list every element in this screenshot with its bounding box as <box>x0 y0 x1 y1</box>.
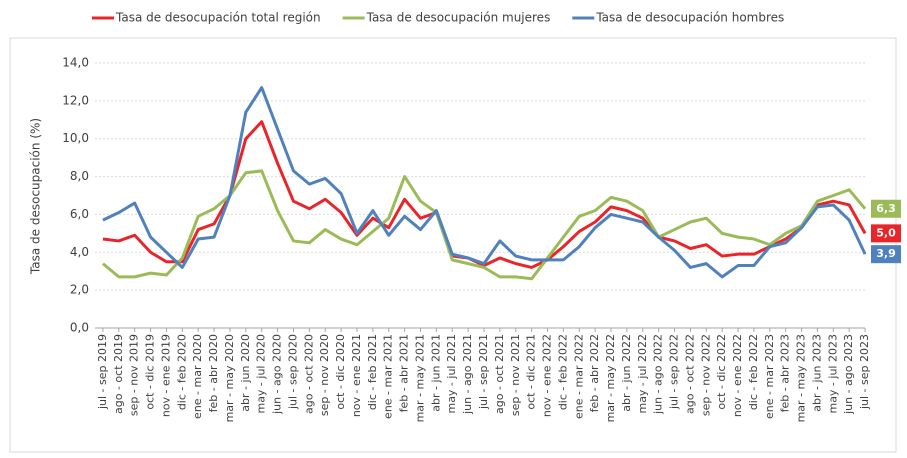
value-label-box <box>871 245 901 264</box>
x-tick-label: oct - dic 2021 <box>525 334 538 410</box>
x-tick-label: abr - jun 2021 <box>429 334 442 412</box>
series-line <box>102 120 867 269</box>
x-tick-label: abr - jun 2022 <box>620 334 633 412</box>
x-tick-label: oct - dic 2022 <box>715 334 728 410</box>
x-tick-label: sep - nov 2022 <box>699 334 712 416</box>
series-line <box>102 86 867 279</box>
x-tick-label: ago - oct 2019 <box>112 334 125 414</box>
y-tick-label: 12,0 <box>62 93 89 107</box>
x-tick-label: may - jul 2020 <box>255 334 268 414</box>
y-tick-label: 6,0 <box>70 207 89 221</box>
x-tick-label: ene - mar 2020 <box>191 334 204 419</box>
value-label: 3,9 <box>876 247 896 260</box>
x-tick-label: ene - mar 2022 <box>572 334 585 419</box>
x-tick-label: nov - ene 2021 <box>350 334 363 417</box>
x-tick-label: may - jul 2023 <box>826 334 839 414</box>
x-tick-label: jun - ago 2022 <box>652 334 665 415</box>
x-tick-label: nov - ene 2022 <box>541 334 554 417</box>
y-tick-label: 14,0 <box>62 56 89 70</box>
x-tick-label: jul - sep 2020 <box>286 334 299 410</box>
value-label: 5,0 <box>876 226 896 239</box>
value-label: 6,3 <box>876 202 896 215</box>
value-label-box <box>871 224 901 243</box>
x-tick-label: jun - ago 2023 <box>842 334 855 415</box>
x-tick-label: mar - may 2021 <box>413 334 426 422</box>
x-tick-label: feb - abr 2023 <box>779 334 792 412</box>
x-tick-label: jul - sep 2022 <box>668 334 681 410</box>
x-tick-label: ago - oct 2021 <box>493 334 506 414</box>
x-tick-label: abr - jun 2023 <box>810 334 823 412</box>
value-label-box <box>871 199 901 218</box>
x-tick-label: ene - mar 2021 <box>382 334 395 419</box>
x-tick-label: mar - may 2023 <box>795 334 808 422</box>
y-axis-label: Tasa de desocupación (%) <box>29 118 43 275</box>
x-tick-label: sep - nov 2019 <box>128 334 141 416</box>
x-tick-label: abr - jun 2020 <box>239 334 252 412</box>
legend-label: Tasa de desocupación total región <box>115 11 321 25</box>
x-tick-label: mar - may 2020 <box>223 334 236 422</box>
x-tick-label: nov - ene 2022 <box>731 334 744 417</box>
x-tick-label: mar - may 2022 <box>604 334 617 422</box>
x-tick-label: oct - dic 2019 <box>144 334 157 410</box>
x-tick-label: ago - oct 2022 <box>683 334 696 414</box>
x-tick-label: sep - nov 2020 <box>318 334 331 416</box>
x-tick-label: nov - ene 2019 <box>159 334 172 417</box>
x-tick-label: ago - oct 2020 <box>302 334 315 414</box>
x-tick-label: dic - feb 2022 <box>556 334 569 410</box>
x-tick-label: feb - abr 2022 <box>588 334 601 412</box>
y-tick-label: 10,0 <box>62 131 89 145</box>
x-tick-label: feb - abr 2020 <box>207 334 220 412</box>
x-tick-label: sep - nov 2021 <box>509 334 522 416</box>
x-tick-label: dic - feb 2021 <box>366 334 379 410</box>
x-tick-label: jul - sep 2021 <box>477 334 490 410</box>
x-tick-label: dic - feb 2020 <box>175 334 188 410</box>
y-tick-label: 8,0 <box>70 169 89 183</box>
x-tick-label: may - jul 2022 <box>636 334 649 414</box>
x-tick-label: ene - mar 2023 <box>763 334 776 419</box>
y-tick-label: 2,0 <box>70 283 89 297</box>
x-tick-label: jun - ago 2021 <box>461 334 474 415</box>
y-tick-label: 4,0 <box>70 245 89 259</box>
x-tick-label: dic - feb 2022 <box>747 334 760 410</box>
x-tick-label: may - jul 2021 <box>445 334 458 414</box>
y-tick-label: 0,0 <box>70 321 89 335</box>
legend-label: Tasa de desocupación mujeres <box>366 11 551 25</box>
x-tick-label: jul - sep 2019 <box>96 334 109 410</box>
plot-frame <box>9 37 897 453</box>
x-tick-label: jun - ago 2020 <box>271 334 284 415</box>
legend-label: Tasa de desocupación hombres <box>595 11 784 25</box>
x-tick-label: feb - abr 2021 <box>398 334 411 412</box>
x-tick-label: oct - dic 2020 <box>334 334 347 410</box>
x-tick-label: jul - sep 2023 <box>858 334 871 410</box>
